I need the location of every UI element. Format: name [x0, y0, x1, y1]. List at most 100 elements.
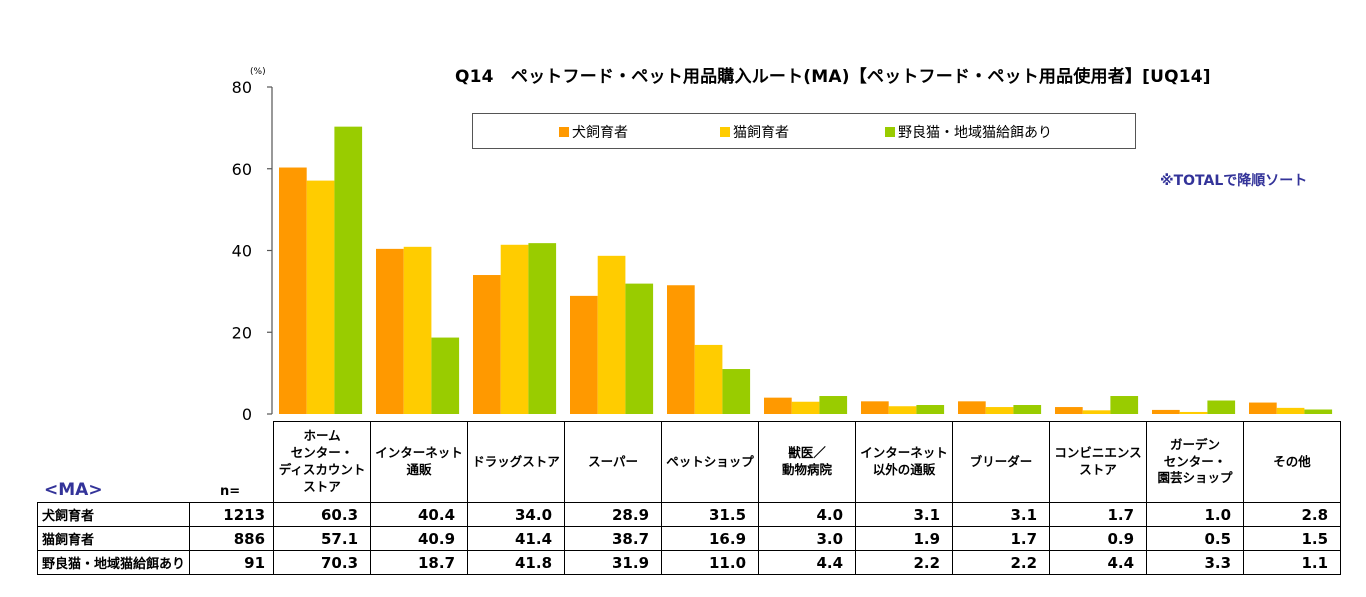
bar-cat: [694, 344, 723, 414]
table-header-row: ホーム センター・ ディスカウント ストア インターネット 通販 ドラッグストア スー…: [38, 421, 1342, 503]
legend-swatch-cat: [720, 127, 730, 137]
data-label: 38.7: [564, 526, 663, 551]
bar-dog: [570, 295, 598, 414]
bar-dog: [667, 285, 695, 414]
data-label: 1.5: [1243, 526, 1342, 551]
legend-item-stray: 野良猫・地域猫給餌あり: [885, 122, 1052, 142]
category-header: その他: [1243, 421, 1342, 503]
bar-stray: [722, 369, 751, 414]
y-axis: 0 20 40 60 80(%): [232, 67, 273, 424]
bar-stray: [625, 283, 654, 414]
bar-stray: [916, 405, 945, 414]
bar-stray: [1304, 409, 1333, 414]
category-header: ガーデン センター・ 園芸ショップ: [1146, 421, 1245, 503]
y-tick-label: 40: [232, 242, 252, 261]
y-tick-label: 0: [242, 405, 252, 424]
category-header: インターネット 通販: [370, 421, 469, 503]
data-label: 3.1: [952, 502, 1051, 527]
data-label: 34.0: [467, 502, 566, 527]
row-label: 犬飼育者: [36, 502, 191, 527]
bar-dog: [1055, 407, 1083, 414]
n-label: n=: [220, 484, 241, 499]
data-label: 16.9: [661, 526, 760, 551]
data-label: 3.3: [1146, 550, 1245, 575]
legend-item-cat: 猫飼育者: [720, 122, 789, 142]
category-header: ペットショップ: [661, 421, 760, 503]
bar-stray: [819, 396, 848, 414]
bar-cat: [403, 246, 432, 414]
bar-stray: [431, 337, 460, 414]
data-label: 1.7: [1049, 502, 1148, 527]
data-label: 41.4: [467, 526, 566, 551]
table-row: 犬飼育者 1213 60.3 40.4 34.0 28.9 31.5 4.0 3.1 3.1 1.7…: [36, 502, 1342, 527]
category-header: コンビニエンス ストア: [1049, 421, 1148, 503]
sample-size: 91: [189, 550, 275, 575]
data-label: 4.0: [758, 502, 857, 527]
category-header: ブリーダー: [952, 421, 1051, 503]
y-axis-unit: (%): [250, 67, 266, 77]
bar-cat: [985, 407, 1014, 414]
bar-cat: [500, 244, 529, 414]
bar-cat: [1276, 407, 1305, 414]
data-table: ホーム センター・ ディスカウント ストア インターネット 通販 ドラッグストア スー…: [36, 421, 1342, 575]
data-label: 4.4: [1049, 550, 1148, 575]
sample-size: 1213: [189, 502, 275, 527]
y-tick-label: 80: [232, 78, 252, 97]
y-tick-label: 60: [232, 160, 252, 179]
data-label: 2.8: [1243, 502, 1342, 527]
data-label: 2.2: [855, 550, 954, 575]
data-label: 1.7: [952, 526, 1051, 551]
data-label: 3.0: [758, 526, 857, 551]
y-tick-label: 20: [232, 323, 252, 342]
bar-dog: [861, 401, 889, 414]
category-header: スーパー: [564, 421, 663, 503]
bar-dog: [764, 397, 792, 414]
row-label: 猫飼育者: [36, 526, 191, 551]
ma-label: <MA>: [44, 480, 103, 500]
data-label: 0.9: [1049, 526, 1148, 551]
bar-stray: [1013, 405, 1042, 414]
data-label: 70.3: [273, 550, 372, 575]
data-label: 4.4: [758, 550, 857, 575]
data-label: 40.4: [370, 502, 469, 527]
data-label: 41.8: [467, 550, 566, 575]
category-header: ホーム センター・ ディスカウント ストア: [273, 421, 372, 503]
data-label: 1.1: [1243, 550, 1342, 575]
header-blank: [38, 422, 190, 503]
bar-dog: [1152, 409, 1180, 414]
bar-dog: [376, 248, 404, 414]
legend-label-dog: 犬飼育者: [572, 125, 628, 141]
row-label: 野良猫・地域猫給餌あり: [36, 550, 191, 575]
sort-note: ※TOTALで降順ソート: [1160, 173, 1308, 189]
chart-title: Q14 ペットフード・ペット用品購入ルート(MA)【ペットフード・ペット用品使用…: [455, 67, 1211, 87]
data-label: 60.3: [273, 502, 372, 527]
header-blank-n: [190, 422, 274, 503]
bars: [279, 126, 1333, 415]
data-label: 40.9: [370, 526, 469, 551]
bar-cat: [888, 406, 917, 414]
category-header: インターネット 以外の通販: [855, 421, 954, 503]
data-label: 3.1: [855, 502, 954, 527]
bar-dog: [958, 401, 986, 414]
bar-cat: [597, 255, 626, 414]
legend-label-stray: 野良猫・地域猫給餌あり: [898, 125, 1052, 141]
legend-swatch-dog: [559, 127, 569, 137]
bar-cat: [306, 180, 335, 414]
data-label: 2.2: [952, 550, 1051, 575]
bar-stray: [334, 126, 363, 415]
table-row: 野良猫・地域猫給餌あり 91 70.3 18.7 41.8 31.9 11.0 4.4 2.2 2…: [36, 550, 1342, 575]
table-row: 猫飼育者 886 57.1 40.9 41.4 38.7 16.9 3.0 1.9 1.7 0.9 0…: [36, 526, 1342, 551]
data-label: 57.1: [273, 526, 372, 551]
bar-dog: [279, 167, 307, 414]
legend-label-cat: 猫飼育者: [733, 125, 789, 141]
data-label: 1.0: [1146, 502, 1245, 527]
data-label: 31.9: [564, 550, 663, 575]
bar-dog: [1249, 402, 1277, 414]
data-label: 11.0: [661, 550, 760, 575]
bar-cat: [1082, 410, 1111, 414]
bar-stray: [1110, 396, 1139, 414]
legend: 犬飼育者 猫飼育者 野良猫・地域猫給餌あり: [472, 113, 1136, 149]
data-label: 1.9: [855, 526, 954, 551]
bar-stray: [1207, 400, 1236, 414]
